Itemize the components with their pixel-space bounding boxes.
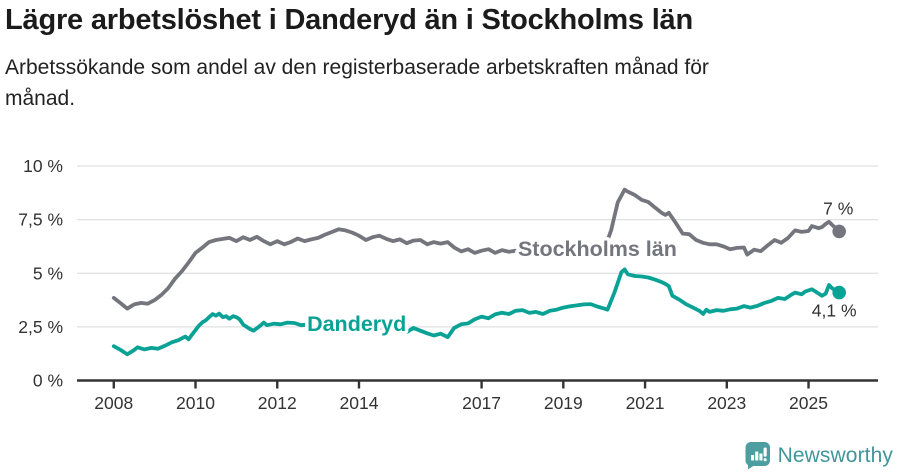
y-axis-tick-label: 0 %	[33, 371, 63, 391]
x-axis-tick-label: 2014	[340, 393, 379, 413]
x-axis-tick-label: 2025	[789, 393, 828, 413]
series-name-label-stockholms-l-n: Stockholms län	[518, 237, 677, 261]
y-axis-tick-label: 2,5 %	[18, 317, 63, 337]
y-axis-tick-label: 7,5 %	[18, 210, 63, 230]
series-end-dot-danderyd	[832, 285, 846, 300]
x-axis-tick-label: 2021	[626, 393, 665, 413]
newsworthy-logo: Newsworthy	[744, 441, 893, 470]
series-name-label-danderyd: Danderyd	[307, 312, 406, 336]
series-end-value-label-danderyd: 4,1 %	[812, 301, 857, 321]
x-axis-tick-label: 2008	[94, 393, 133, 413]
series-end-dot-stockholms-l-n	[832, 224, 846, 239]
x-axis-tick-label: 2012	[258, 393, 297, 413]
newsworthy-speech-bubble-chart-icon	[745, 442, 770, 470]
line-chart: 0 % 2,5 % 5 % 7,5 % 10 % 2008 2010 2012 2014 2017…	[18, 156, 878, 413]
x-axis-tick-label: 2017	[462, 393, 501, 413]
x-axis-tick-label: 2010	[176, 393, 215, 413]
x-axis-tick-label: 2019	[544, 393, 583, 413]
chart-header: Lägre arbetslöshet i Danderyd än i Stock…	[5, 4, 885, 114]
brand-name: Newsworthy	[777, 443, 893, 467]
page-subtitle: Arbetssökande som andel av den registerb…	[5, 56, 709, 110]
series-line-stockholms-l-n	[111, 187, 842, 311]
series-end-value-label-stockholms-l-n: 7 %	[823, 198, 853, 218]
x-axis-tick-label: 2023	[707, 393, 746, 413]
y-axis-tick-label: 10 %	[23, 156, 63, 176]
page-title: Lägre arbetslöshet i Danderyd än i Stock…	[5, 4, 693, 36]
series-line-danderyd	[111, 267, 842, 357]
y-axis-tick-label: 5 %	[33, 263, 63, 283]
